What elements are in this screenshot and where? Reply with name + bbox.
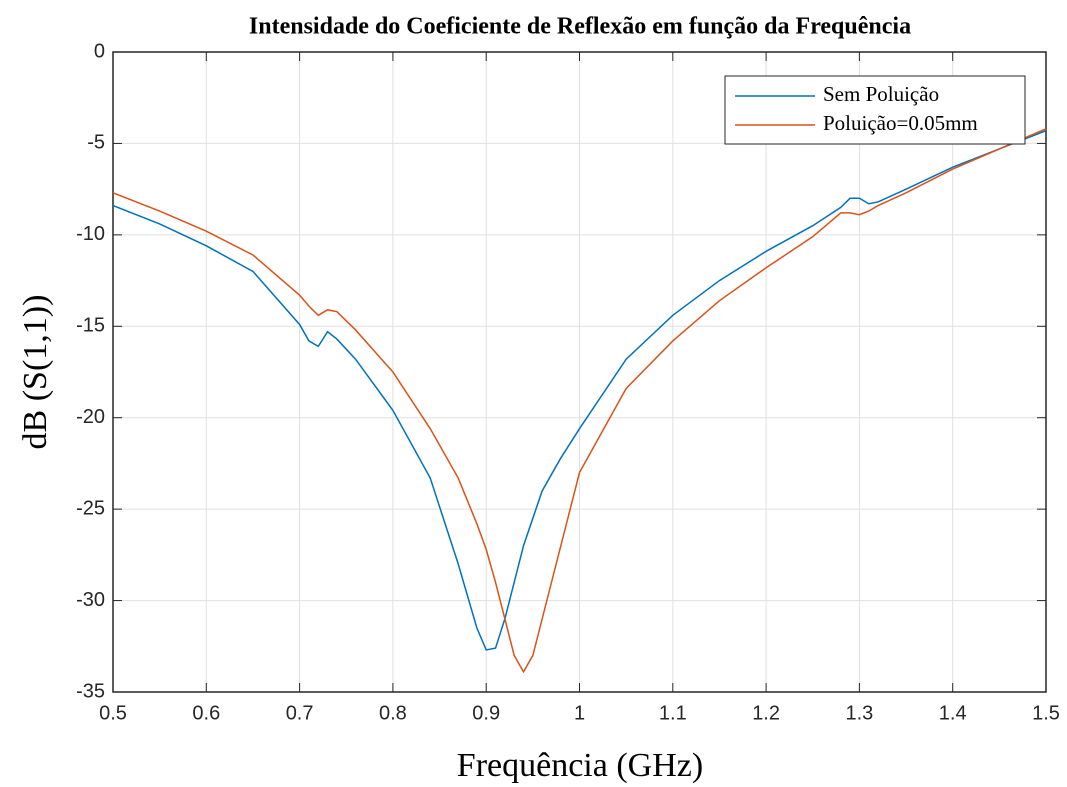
- chart-title: Intensidade do Coeficiente de Reflexão e…: [249, 14, 911, 40]
- plot-frame: [112, 51, 1047, 693]
- y-axis-label: dB (S(1,1)): [17, 295, 54, 450]
- y-tick-label: -20: [76, 406, 105, 428]
- y-tick-label: -30: [76, 589, 105, 611]
- x-tick-label: 0.7: [286, 702, 314, 724]
- x-tick-label: 1.3: [845, 702, 873, 724]
- y-tick-label: -35: [76, 680, 105, 702]
- x-tick-label: 0.5: [99, 702, 127, 724]
- y-tick-label: -15: [76, 315, 105, 337]
- y-tick-label: 0: [94, 40, 105, 62]
- x-tick-label: 0.9: [472, 702, 500, 724]
- y-tick-label: -10: [76, 223, 105, 245]
- legend-label: Poluição=0.05mm: [823, 111, 978, 135]
- x-tick-label: 1: [574, 702, 585, 724]
- x-tick-label: 0.8: [379, 702, 407, 724]
- y-tick-label: -25: [76, 497, 105, 519]
- series-line: [112, 129, 1047, 651]
- x-tick-label: 0.6: [192, 702, 220, 724]
- legend-label: Sem Poluição: [823, 82, 939, 106]
- legend-box: [724, 75, 1026, 145]
- x-tick-label: 1.1: [659, 702, 687, 724]
- y-tick-label: -5: [87, 132, 105, 154]
- x-tick-label: 1.5: [1032, 702, 1060, 724]
- x-tick-label: 1.2: [752, 702, 780, 724]
- x-tick-label: 1.4: [939, 702, 967, 724]
- series-line: [112, 128, 1047, 674]
- x-axis-label: Frequência (GHz): [457, 747, 703, 784]
